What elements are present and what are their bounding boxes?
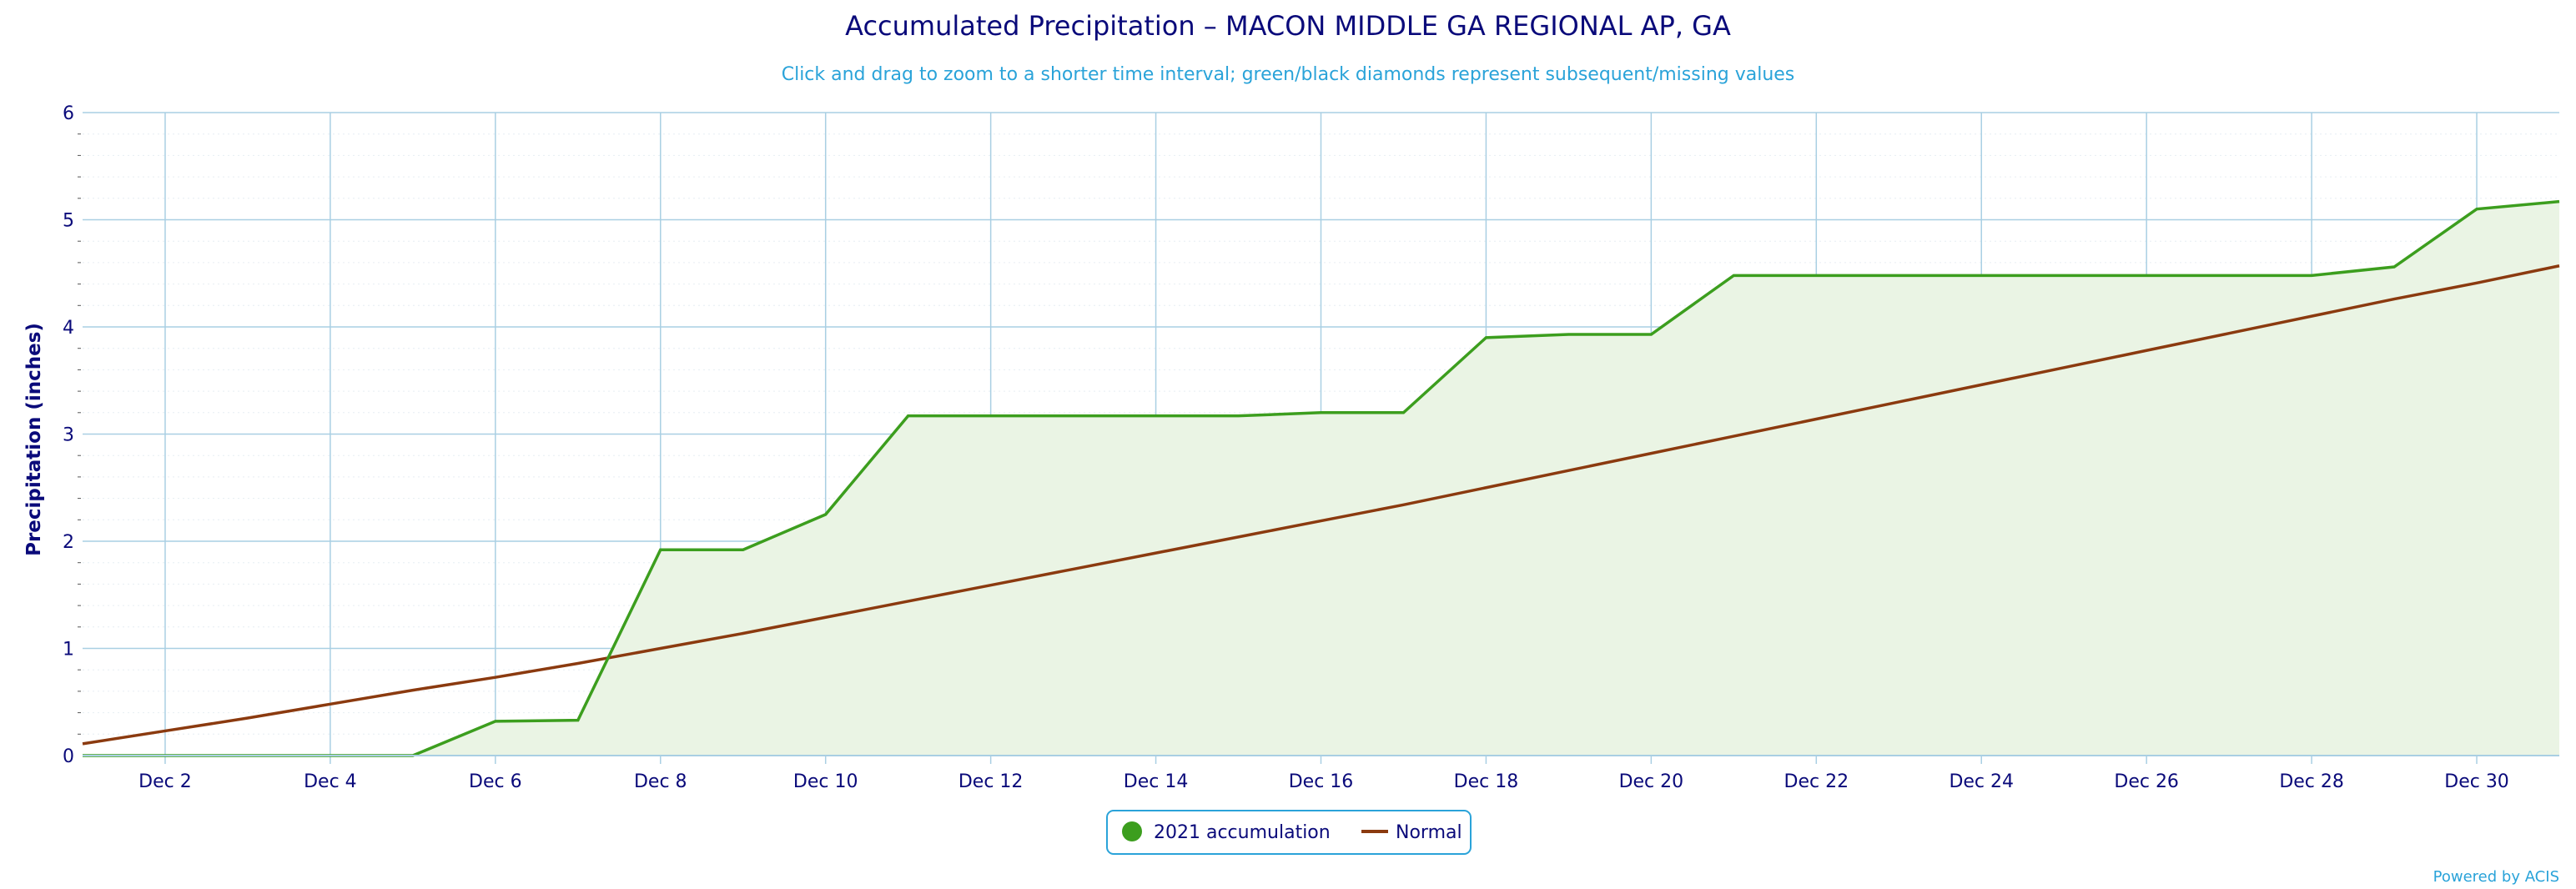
x-tick-label: Dec 14 — [1124, 771, 1189, 792]
x-tick-label: Dec 16 — [1289, 771, 1354, 792]
credits-link[interactable]: Powered by ACIS — [2433, 868, 2559, 886]
y-tick-label: 4 — [63, 318, 74, 339]
normal-point[interactable] — [2554, 261, 2564, 271]
normal-point[interactable] — [78, 739, 88, 749]
y-tick-label: 5 — [63, 211, 74, 232]
legend[interactable]: 2021 accumulation Normal — [1106, 810, 1472, 855]
y-tick-label: 3 — [63, 425, 74, 446]
accumulation-point[interactable] — [1646, 329, 1656, 339]
normal-point[interactable] — [1646, 449, 1656, 459]
x-tick-label: Dec 4 — [304, 771, 357, 792]
accumulation-point[interactable] — [2554, 197, 2564, 207]
normal-point[interactable] — [573, 658, 583, 668]
x-tick-label: Dec 22 — [1784, 771, 1849, 792]
normal-point[interactable] — [1316, 516, 1326, 526]
accumulation-series-line[interactable] — [83, 199, 2560, 757]
normal-point[interactable] — [2389, 294, 2399, 304]
normal-point[interactable] — [1563, 465, 1573, 475]
normal-point[interactable] — [1728, 431, 1738, 441]
normal-point[interactable] — [1398, 500, 1408, 510]
accumulation-point[interactable] — [738, 545, 748, 555]
normal-point[interactable] — [986, 580, 996, 590]
x-tick-label: Dec 10 — [793, 771, 858, 792]
accumulation-point[interactable] — [2224, 270, 2234, 280]
accumulation-point[interactable] — [1894, 270, 1904, 280]
x-tick-label: Dec 6 — [469, 771, 522, 792]
x-tick-label: Dec 24 — [1949, 771, 2014, 792]
accumulation-point[interactable] — [2307, 270, 2317, 280]
accumulation-point[interactable] — [573, 716, 583, 726]
accumulation-point[interactable] — [903, 411, 913, 421]
accumulation-point[interactable] — [491, 716, 501, 726]
accumulation-point[interactable] — [2141, 270, 2151, 280]
normal-point[interactable] — [738, 629, 748, 639]
normal-point[interactable] — [160, 726, 170, 736]
normal-point[interactable] — [243, 713, 253, 723]
legend-label-accumulation[interactable]: 2021 accumulation — [1154, 822, 1331, 843]
y-tick-label: 2 — [63, 532, 74, 553]
x-tick-label: Dec 18 — [1454, 771, 1519, 792]
normal-point[interactable] — [1069, 564, 1079, 574]
accumulation-point[interactable] — [1811, 270, 1821, 280]
plot-area[interactable]: 0 1 2 3 4 5 6 Dec 2 Dec 4 Dec 6 Dec 8 Dec 10 Dec 12 D… — [63, 103, 2564, 792]
normal-point[interactable] — [325, 699, 335, 709]
x-tick-label: Dec 26 — [2114, 771, 2179, 792]
chart-subtitle: Click and drag to zoom to a shorter time… — [782, 64, 1795, 85]
accumulation-point[interactable] — [2059, 270, 2069, 280]
normal-point[interactable] — [656, 644, 666, 654]
x-tick-label: Dec 8 — [634, 771, 687, 792]
normal-point[interactable] — [491, 672, 501, 682]
normal-point[interactable] — [2224, 329, 2234, 339]
accumulation-point[interactable] — [1481, 333, 1491, 343]
legend-label-normal[interactable]: Normal — [1396, 822, 1462, 843]
accumulation-point[interactable] — [1234, 411, 1244, 421]
x-tick-label: Dec 28 — [2279, 771, 2344, 792]
accumulation-point[interactable] — [821, 510, 831, 520]
normal-point[interactable] — [2059, 363, 2069, 373]
x-tick-label: Dec 12 — [958, 771, 1024, 792]
normal-point[interactable] — [408, 686, 418, 696]
accumulation-point[interactable] — [1728, 270, 1738, 280]
accumulation-point[interactable] — [1398, 408, 1408, 418]
y-tick-label: 6 — [63, 103, 74, 124]
accumulation-point[interactable] — [2472, 204, 2482, 214]
normal-point[interactable] — [2141, 345, 2151, 355]
normal-point[interactable] — [1151, 548, 1161, 558]
normal-point[interactable] — [1976, 379, 1986, 389]
normal-point[interactable] — [2307, 311, 2317, 321]
legend-box — [1106, 810, 1472, 855]
accumulation-point[interactable] — [2389, 262, 2399, 272]
accumulation-point[interactable] — [1316, 408, 1326, 418]
normal-point[interactable] — [1234, 532, 1244, 542]
chart-title: Accumulated Precipitation – MACON MIDDLE… — [845, 10, 1731, 42]
x-tick-label: Dec 2 — [138, 771, 192, 792]
normal-point[interactable] — [2472, 278, 2482, 288]
accumulation-point[interactable] — [1976, 270, 1986, 280]
y-tick-label: 1 — [63, 640, 74, 660]
normal-point[interactable] — [1894, 397, 1904, 407]
normal-point[interactable] — [821, 612, 831, 622]
normal-point[interactable] — [1811, 414, 1821, 424]
y-tick-label: 0 — [63, 746, 74, 767]
x-tick-label: Dec 30 — [2444, 771, 2509, 792]
normal-series-line[interactable] — [82, 264, 2560, 746]
accumulation-point[interactable] — [1151, 411, 1161, 421]
accumulation-point[interactable] — [1563, 329, 1573, 339]
normal-point[interactable] — [903, 596, 913, 606]
accumulation-point[interactable] — [986, 411, 996, 421]
normal-point[interactable] — [1481, 483, 1491, 493]
accumulation-area — [83, 201, 2559, 756]
accumulation-point[interactable] — [656, 545, 666, 555]
accumulation-point[interactable] — [1069, 411, 1079, 421]
legend-marker-accumulation — [1122, 821, 1142, 841]
x-tick-label: Dec 20 — [1619, 771, 1684, 792]
y-axis-title: Precipitation (inches) — [23, 323, 45, 556]
